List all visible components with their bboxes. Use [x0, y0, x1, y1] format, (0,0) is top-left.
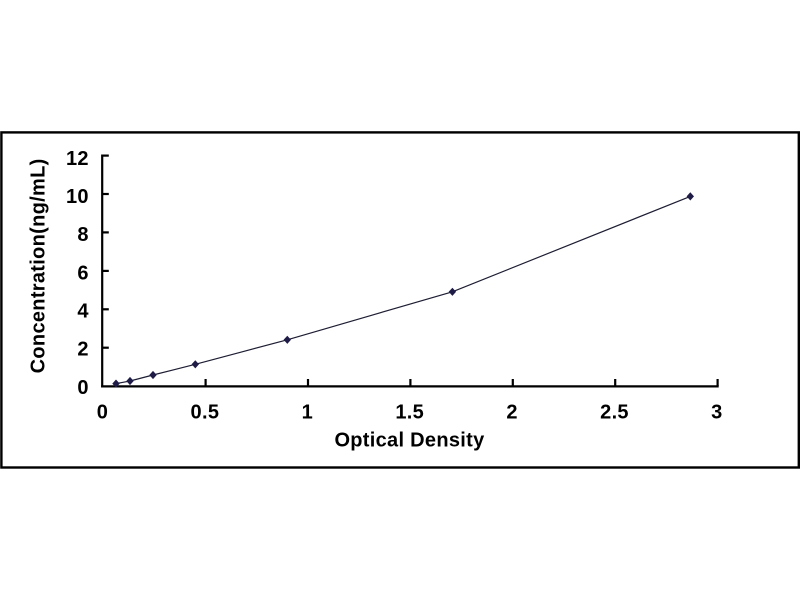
svg-text:Concentration(ng/mL): Concentration(ng/mL) — [27, 158, 49, 373]
svg-text:2: 2 — [506, 401, 517, 423]
svg-text:Optical Density: Optical Density — [334, 429, 485, 451]
svg-text:0: 0 — [77, 377, 88, 399]
svg-text:2.5: 2.5 — [600, 401, 629, 423]
svg-text:1: 1 — [302, 401, 313, 423]
svg-text:10: 10 — [66, 186, 89, 208]
svg-text:6: 6 — [77, 262, 88, 284]
svg-text:2: 2 — [77, 339, 88, 361]
svg-text:3: 3 — [711, 401, 722, 423]
svg-text:8: 8 — [77, 224, 88, 246]
svg-text:0: 0 — [97, 401, 108, 423]
svg-text:4: 4 — [77, 301, 89, 323]
svg-text:0.5: 0.5 — [191, 401, 220, 423]
svg-text:12: 12 — [66, 148, 89, 170]
svg-text:1.5: 1.5 — [395, 401, 424, 423]
